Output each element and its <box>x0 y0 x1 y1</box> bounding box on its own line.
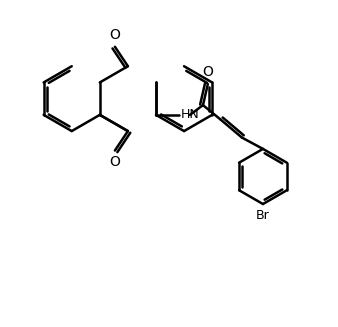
Text: O: O <box>110 28 120 42</box>
Text: Br: Br <box>256 209 270 222</box>
Text: HN: HN <box>180 108 199 121</box>
Text: O: O <box>110 155 120 169</box>
Text: O: O <box>202 65 213 79</box>
